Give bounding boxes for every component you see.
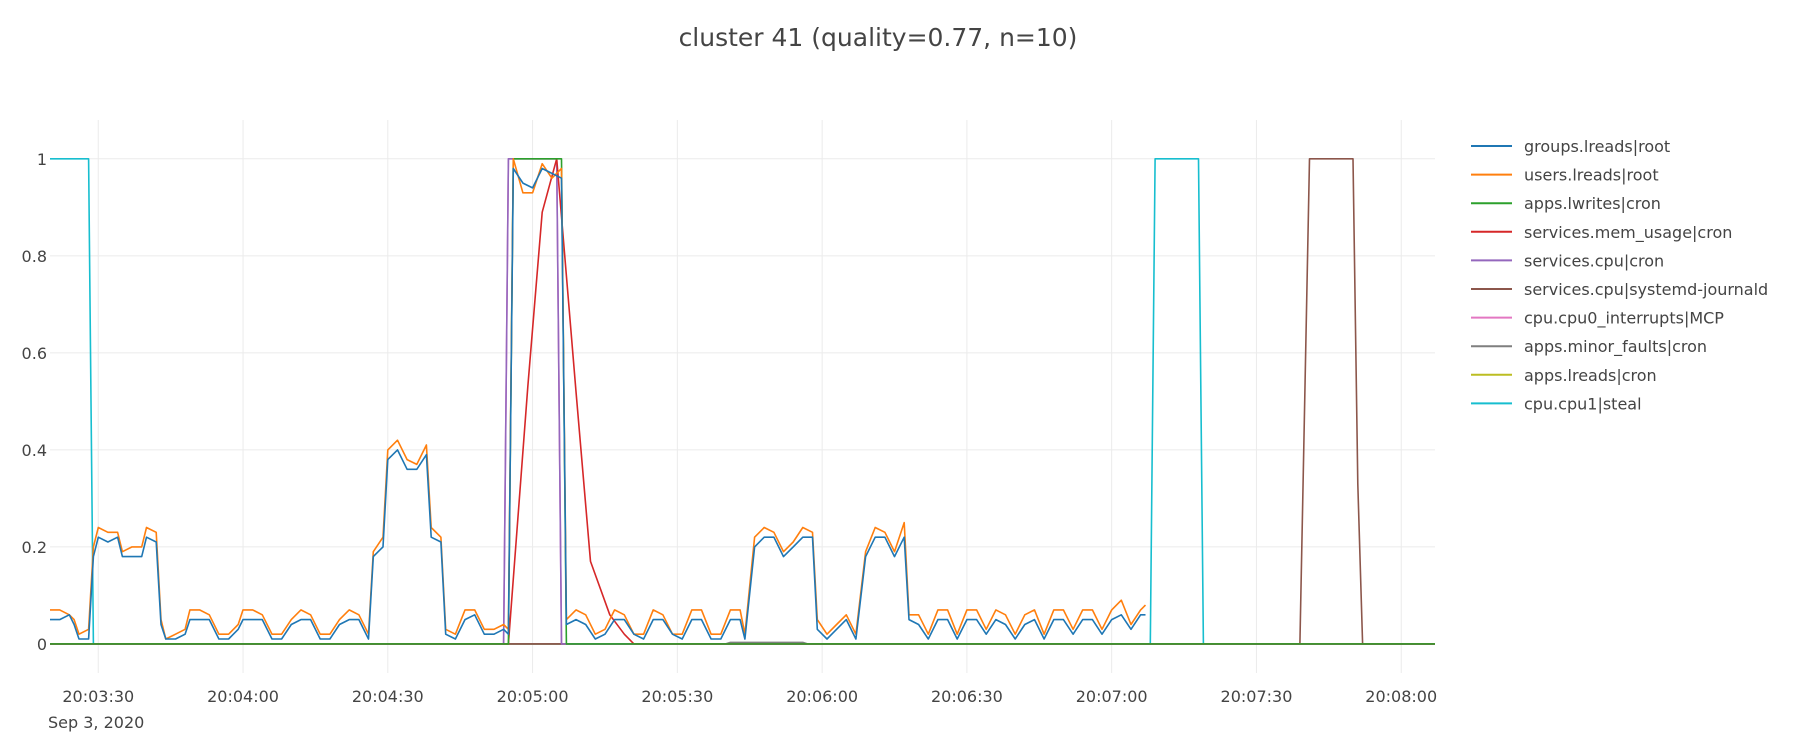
- x-tick-label: 20:03:30: [62, 687, 134, 706]
- x-tick-label: 20:06:00: [786, 687, 858, 706]
- legend-label: cpu.cpu1|steal: [1524, 394, 1642, 413]
- series-line-1: [50, 158, 1147, 640]
- x-tick-label: 20:05:30: [641, 687, 713, 706]
- legend-label: apps.lwrites|cron: [1524, 194, 1661, 213]
- x-tick-label: 20:04:00: [207, 687, 279, 706]
- y-tick-label: 0.2: [22, 538, 47, 557]
- y-tick-label: 0.4: [22, 441, 47, 460]
- grid-lines: [50, 120, 1435, 673]
- legend-label: services.cpu|cron: [1524, 251, 1664, 270]
- legend-label: users.lreads|root: [1524, 166, 1659, 185]
- x-tick-label: 20:07:00: [1076, 687, 1148, 706]
- legend-label: groups.lreads|root: [1524, 137, 1670, 156]
- legend-item[interactable]: apps.lreads|cron: [1471, 366, 1657, 385]
- y-axis-ticks: 0 0.2 0.4 0.6 0.8 1: [22, 150, 47, 654]
- y-tick-label: 0.6: [22, 344, 47, 363]
- legend-label: apps.minor_faults|cron: [1524, 337, 1707, 357]
- y-tick-label: 0.8: [22, 247, 47, 266]
- series-line-0: [50, 167, 1146, 640]
- legend-item[interactable]: cpu.cpu0_interrupts|MCP: [1471, 309, 1724, 329]
- legend-item[interactable]: cpu.cpu1|steal: [1471, 394, 1642, 413]
- legend-item[interactable]: users.lreads|root: [1471, 166, 1659, 185]
- legend-label: services.mem_usage|cron: [1524, 223, 1732, 243]
- series-line-9: [50, 158, 1435, 645]
- series-line-6: [50, 158, 1435, 645]
- x-axis-ticks: 20:03:30 20:04:00 20:04:30 20:05:00 20:05:30…: [62, 687, 1437, 706]
- legend-item[interactable]: apps.lwrites|cron: [1471, 194, 1661, 213]
- x-tick-label: 20:08:00: [1365, 687, 1437, 706]
- legend-item[interactable]: groups.lreads|root: [1471, 137, 1670, 156]
- series-line-2: [50, 158, 1435, 645]
- legend-item[interactable]: services.cpu|systemd-journald: [1471, 280, 1768, 299]
- x-tick-label: 20:05:00: [497, 687, 569, 706]
- legend-label: services.cpu|systemd-journald: [1524, 280, 1768, 299]
- x-tick-label: 20:04:30: [352, 687, 424, 706]
- legend-item[interactable]: services.mem_usage|cron: [1471, 223, 1732, 243]
- series-line-5: [50, 158, 1435, 645]
- legend-label: cpu.cpu0_interrupts|MCP: [1524, 309, 1724, 329]
- legend-label: apps.lreads|cron: [1524, 366, 1657, 385]
- x-date-label: Sep 3, 2020: [48, 713, 144, 732]
- chart-title: cluster 41 (quality=0.77, n=10): [679, 23, 1078, 52]
- legend-item[interactable]: services.cpu|cron: [1471, 251, 1664, 270]
- legend-item[interactable]: apps.minor_faults|cron: [1471, 337, 1707, 357]
- series-line-4: [50, 158, 1435, 645]
- x-tick-label: 20:06:30: [931, 687, 1003, 706]
- y-tick-label: 1: [37, 150, 47, 169]
- series-lines: [50, 158, 1435, 645]
- series-line-3: [50, 158, 1435, 645]
- legend[interactable]: groups.lreads|root users.lreads|root apps.…: [1471, 137, 1768, 413]
- y-tick-label: 0: [37, 635, 47, 654]
- x-tick-label: 20:07:30: [1221, 687, 1293, 706]
